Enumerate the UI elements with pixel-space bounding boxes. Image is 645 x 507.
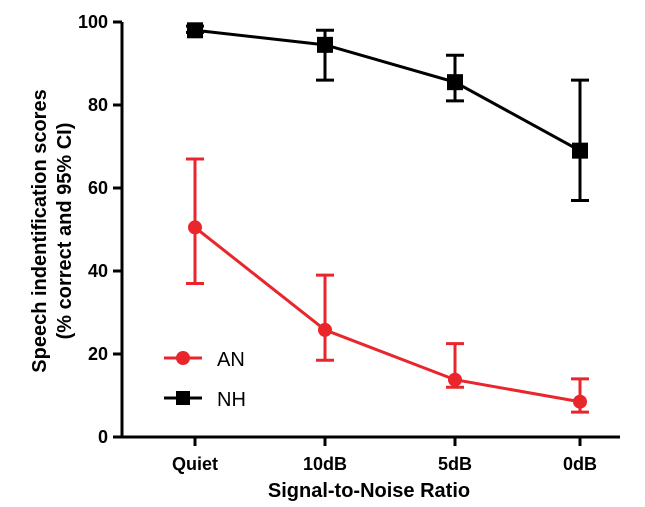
- legend-item-nh: NH: [164, 389, 246, 411]
- axes: 0 20 40 60 80 100 Quiet 10dB 5dB 0dB: [78, 12, 620, 474]
- legend-an-marker: [176, 351, 190, 365]
- series-layer: [186, 22, 589, 414]
- y-tick-label-20: 20: [88, 344, 108, 364]
- point-an-quiet: [188, 220, 202, 235]
- y-tick-label-100: 100: [78, 12, 108, 32]
- x-tick-label-quiet: Quiet: [172, 454, 218, 474]
- point-nh-quiet: [187, 22, 203, 39]
- y-tick-label-80: 80: [88, 95, 108, 115]
- x-tick-label-5db: 5dB: [438, 454, 472, 474]
- y-axis-title-line-1: Speech indentification scores: [29, 89, 51, 372]
- series-an: [186, 157, 589, 414]
- labels-layer: Signal-to-Noise Ratio Speech indentifica…: [29, 89, 470, 502]
- legend: AN NH: [164, 349, 246, 411]
- legend-nh-marker: [176, 391, 190, 405]
- y-tick-label-40: 40: [88, 261, 108, 281]
- point-an-0db: [573, 394, 587, 409]
- point-nh-5db: [447, 74, 463, 91]
- series-nh: [186, 22, 589, 202]
- x-axis-title: Signal-to-Noise Ratio: [268, 480, 470, 502]
- x-tick-label-10db: 10dB: [303, 454, 347, 474]
- legend-item-an: AN: [164, 349, 245, 371]
- y-tick-label-60: 60: [88, 178, 108, 198]
- series-line-nh: [194, 28, 581, 152]
- series-line-an: [194, 226, 581, 404]
- legend-nh-label: NH: [217, 389, 246, 411]
- y-axis-title-line-2: (% correct and 95% CI): [54, 123, 76, 340]
- point-nh-0db: [572, 142, 588, 159]
- x-tick-label-0db: 0dB: [563, 454, 597, 474]
- legend-an-label: AN: [217, 349, 245, 371]
- point-an-5db: [448, 372, 462, 387]
- y-tick-label-0: 0: [98, 427, 108, 447]
- point-an-10db: [318, 322, 332, 337]
- point-nh-10db: [317, 36, 333, 53]
